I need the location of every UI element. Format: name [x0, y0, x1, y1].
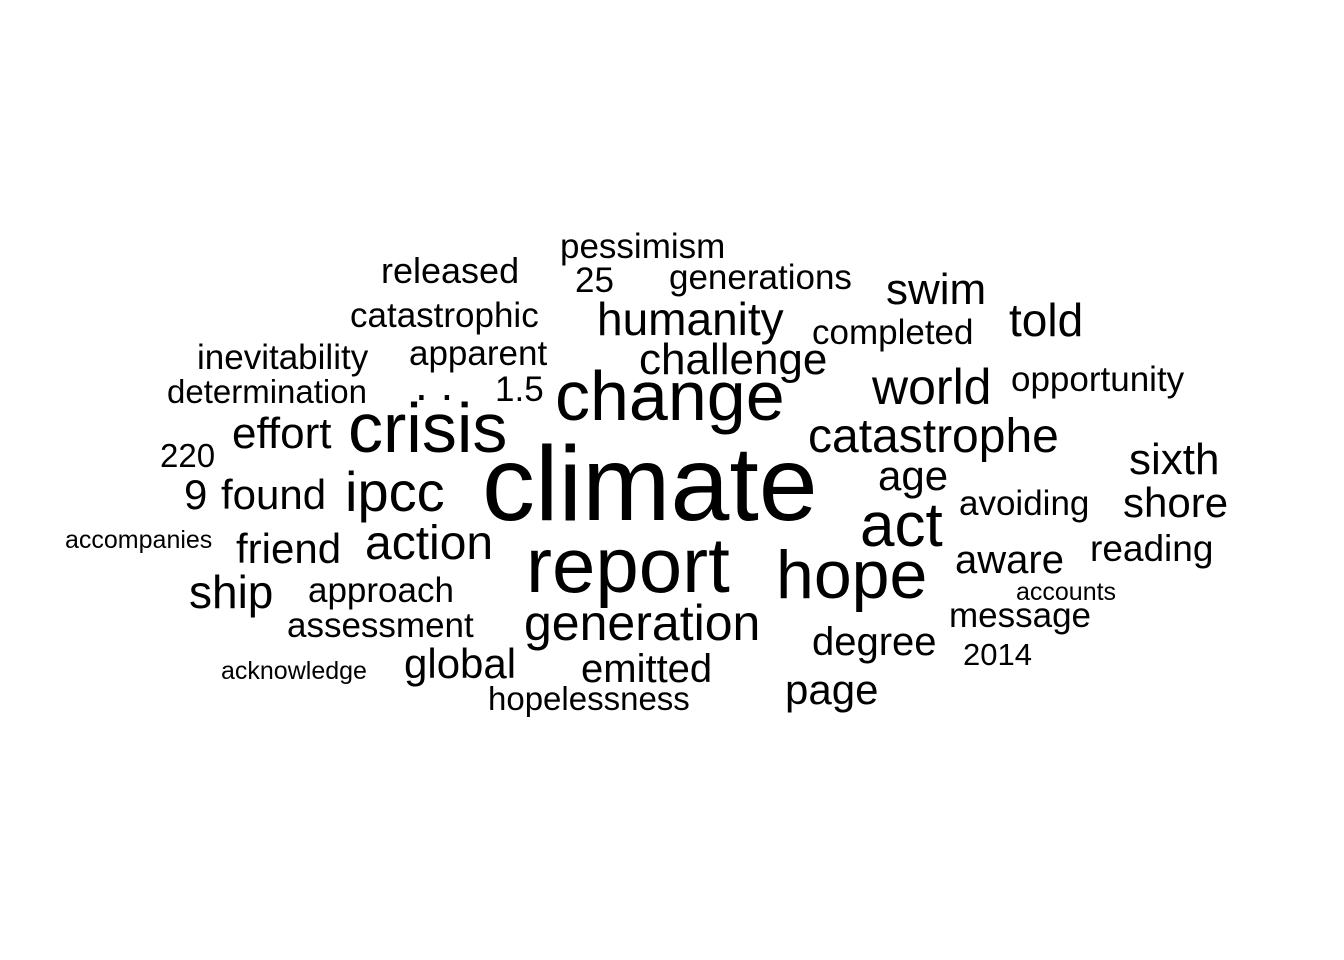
word-avoiding: avoiding [959, 484, 1090, 523]
word-age: age [878, 452, 949, 499]
word-dots: . . [415, 358, 454, 410]
word-generations: generations [669, 258, 852, 297]
word-one-point-five: 1.5 [495, 370, 544, 409]
word-global: global [404, 640, 517, 687]
word-twenty-five: 25 [575, 261, 614, 300]
word-catastrophic: catastrophic [350, 296, 539, 335]
word-hopelessness: hopelessness [488, 680, 690, 717]
word-act: act [860, 491, 943, 560]
word-climate: climate [482, 425, 818, 543]
word-assessment: assessment [287, 606, 474, 645]
word-report: report [526, 521, 730, 609]
word-crisis: crisis [348, 389, 508, 467]
word-accompanies: accompanies [65, 526, 213, 554]
word-two-twenty: 220 [160, 437, 216, 474]
word-acknowledge: acknowledge [221, 657, 367, 685]
word-message: message [949, 596, 1092, 635]
word-action: action [365, 517, 494, 570]
word-aware: aware [955, 538, 1064, 582]
word-ipcc: ipcc [345, 460, 445, 523]
word-challenge: challenge [639, 335, 828, 384]
word-approach: approach [308, 571, 454, 610]
word-apparent: apparent [409, 334, 548, 373]
word-swim: swim [886, 265, 987, 314]
word-ship: ship [189, 566, 274, 618]
word-found: found [221, 471, 327, 518]
word-world: world [872, 359, 992, 415]
word-sixth: sixth [1129, 435, 1220, 484]
word-pessimism: pessimism [560, 227, 726, 266]
word-inevitability: inevitability [197, 338, 369, 377]
word-effort: effort [232, 409, 332, 458]
word-completed: completed [812, 313, 974, 352]
word-degree: degree [812, 620, 937, 664]
word-humanity: humanity [597, 293, 784, 345]
word-friend: friend [236, 525, 342, 572]
word-accounts: accounts [1016, 578, 1117, 606]
word-opportunity: opportunity [1011, 360, 1185, 399]
word-change: change [555, 357, 785, 435]
word-told: told [1009, 294, 1084, 346]
word-page: page [785, 666, 879, 713]
word-nine: 9 [184, 471, 208, 518]
word-emitted: emitted [581, 647, 713, 691]
word-generation: generation [524, 595, 761, 651]
word-hope: hope [776, 537, 928, 613]
word-twenty-fourteen: 2014 [963, 637, 1032, 672]
word-reading: reading [1090, 528, 1214, 569]
word-shore: shore [1123, 479, 1229, 526]
word-released: released [381, 250, 520, 291]
word-catastrophe: catastrophe [808, 410, 1059, 463]
word-determination: determination [167, 373, 367, 410]
